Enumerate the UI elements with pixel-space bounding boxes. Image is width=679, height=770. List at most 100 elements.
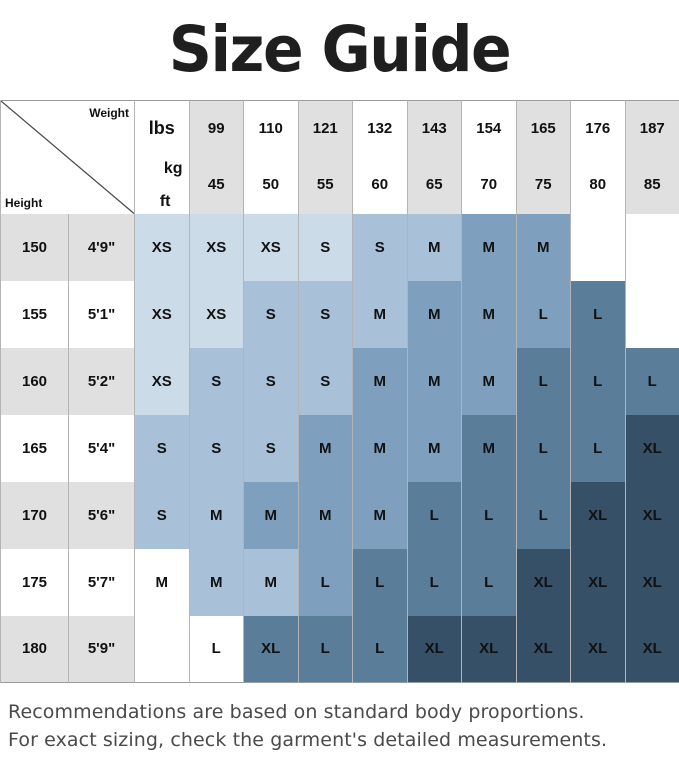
size-cell-6-6: XL bbox=[461, 615, 517, 683]
size-cell-2-6: M bbox=[461, 347, 517, 415]
header-kg-7: 80 bbox=[570, 155, 626, 214]
size-cell-2-1: S bbox=[188, 347, 244, 415]
header-row-kg: kg ft 45 50 55 60 65 70 75 80 85 90 bbox=[1, 155, 679, 214]
corner-inner: Weight Height bbox=[1, 101, 134, 214]
size-cell-5-1: M bbox=[188, 548, 244, 616]
row-label-cm-6: 180 bbox=[0, 615, 69, 683]
footer-note: Recommendations are based on standard bo… bbox=[0, 683, 679, 754]
size-cell-4-4: M bbox=[352, 481, 408, 549]
size-cell-2-0: XS bbox=[134, 347, 190, 415]
header-lbs-4: 143 bbox=[406, 100, 462, 156]
row-label-ft-5: 5'7" bbox=[68, 548, 135, 616]
size-cell-4-2: M bbox=[243, 481, 299, 549]
header-kg-8: 85 bbox=[624, 155, 679, 214]
size-cell-6-7: XL bbox=[515, 615, 571, 683]
table-row: 150 4'9" XS XS XS S S M M M bbox=[0, 213, 679, 281]
header-lbs-1: 110 bbox=[243, 100, 299, 156]
size-cell-1-4: M bbox=[352, 280, 408, 348]
size-cell-3-1: S bbox=[188, 414, 244, 482]
size-cell-1-2: S bbox=[243, 280, 299, 348]
header-kg-1: 50 bbox=[243, 155, 299, 214]
header-lbs-5: 154 bbox=[461, 100, 517, 156]
size-cell-0-4: S bbox=[352, 213, 408, 281]
header-lbs-8: 187 bbox=[624, 100, 679, 156]
size-cell-1-0: XS bbox=[134, 280, 190, 348]
row-label-ft-4: 5'6" bbox=[68, 481, 135, 549]
table-row: 180 5'9" L XL L L XL XL XL XL XL bbox=[0, 615, 679, 683]
table-row: 170 5'6" S M M M M L L L XL XL bbox=[0, 481, 679, 549]
table-row: 155 5'1" XS XS S S M M M L L bbox=[0, 280, 679, 348]
size-cell-3-3: M bbox=[297, 414, 353, 482]
row-label-cm-1: 155 bbox=[0, 280, 69, 348]
size-cell-2-9: L bbox=[624, 347, 679, 415]
size-cell-6-0 bbox=[134, 615, 190, 683]
size-cell-0-7: M bbox=[515, 213, 571, 281]
size-cell-4-0: S bbox=[134, 481, 190, 549]
size-cell-2-4: M bbox=[352, 347, 408, 415]
header-lbs-2: 121 bbox=[297, 100, 353, 156]
size-cell-0-2: XS bbox=[243, 213, 299, 281]
size-cell-3-5: M bbox=[406, 414, 462, 482]
row-label-cm-0: 150 bbox=[0, 213, 69, 281]
size-cell-3-6: M bbox=[461, 414, 517, 482]
header-lbs-6: 165 bbox=[515, 100, 571, 156]
size-cell-6-3: L bbox=[297, 615, 353, 683]
size-cell-5-9: XL bbox=[624, 548, 679, 616]
size-cell-6-9: XL bbox=[624, 615, 679, 683]
header-lbs-3: 132 bbox=[352, 100, 408, 156]
page-title: Size Guide bbox=[168, 13, 512, 87]
corner-axis-cell: Weight Height bbox=[0, 100, 135, 214]
size-cell-0-6: M bbox=[461, 213, 517, 281]
size-cell-5-5: L bbox=[406, 548, 462, 616]
size-chart-table: Weight Height lbs 99 110 121 132 143 154… bbox=[0, 100, 679, 683]
size-cell-4-3: M bbox=[297, 481, 353, 549]
row-label-ft-1: 5'1" bbox=[68, 280, 135, 348]
size-cell-4-8: XL bbox=[570, 481, 626, 549]
size-cell-5-8: XL bbox=[570, 548, 626, 616]
size-cell-1-7: L bbox=[515, 280, 571, 348]
size-cell-5-7: XL bbox=[515, 548, 571, 616]
size-cell-5-6: L bbox=[461, 548, 517, 616]
axis-label-height: Height bbox=[5, 195, 43, 210]
size-cell-0-9 bbox=[624, 213, 679, 281]
header-kg-5: 70 bbox=[461, 155, 517, 214]
axis-label-weight: Weight bbox=[89, 106, 129, 120]
size-cell-0-0: XS bbox=[134, 213, 190, 281]
size-cell-4-7: L bbox=[515, 481, 571, 549]
size-cell-5-3: L bbox=[297, 548, 353, 616]
header-lbs-0: 99 bbox=[188, 100, 244, 156]
row-label-cm-2: 160 bbox=[0, 347, 69, 415]
size-cell-1-9 bbox=[624, 280, 679, 348]
size-cell-3-0: S bbox=[134, 414, 190, 482]
size-cell-1-5: M bbox=[406, 280, 462, 348]
unit-label-lbs: lbs bbox=[148, 117, 175, 138]
unit-label-kg: kg bbox=[163, 159, 183, 177]
footer-line-2: For exact sizing, check the garment's de… bbox=[8, 728, 608, 751]
footer-line-1: Recommendations are based on standard bo… bbox=[8, 701, 585, 723]
size-cell-6-8: XL bbox=[570, 615, 626, 683]
header-kg-0: 45 bbox=[188, 155, 244, 214]
unit-cell-kg-ft: kg ft bbox=[134, 155, 190, 214]
size-cell-0-8 bbox=[570, 213, 626, 281]
size-cell-4-1: M bbox=[188, 481, 244, 549]
size-cell-6-2: XL bbox=[243, 615, 299, 683]
size-cell-1-8: L bbox=[570, 280, 626, 348]
size-cell-3-4: M bbox=[352, 414, 408, 482]
size-cell-2-7: L bbox=[515, 347, 571, 415]
header-kg-3: 60 bbox=[352, 155, 408, 214]
size-cell-0-3: S bbox=[297, 213, 353, 281]
header-lbs-7: 176 bbox=[570, 100, 626, 156]
row-label-cm-3: 165 bbox=[0, 414, 69, 482]
size-cell-1-3: S bbox=[297, 280, 353, 348]
page-title-container: Size Guide bbox=[0, 0, 679, 100]
header-kg-2: 55 bbox=[297, 155, 353, 214]
header-row-lbs: Weight Height lbs 99 110 121 132 143 154… bbox=[0, 100, 679, 214]
size-cell-2-5: M bbox=[406, 347, 462, 415]
size-cell-0-5: M bbox=[406, 213, 462, 281]
size-cell-2-2: S bbox=[243, 347, 299, 415]
size-cell-6-4: L bbox=[352, 615, 408, 683]
row-label-ft-6: 5'9" bbox=[68, 615, 135, 683]
row-label-ft-0: 4'9" bbox=[68, 213, 135, 281]
size-cell-4-6: L bbox=[461, 481, 517, 549]
